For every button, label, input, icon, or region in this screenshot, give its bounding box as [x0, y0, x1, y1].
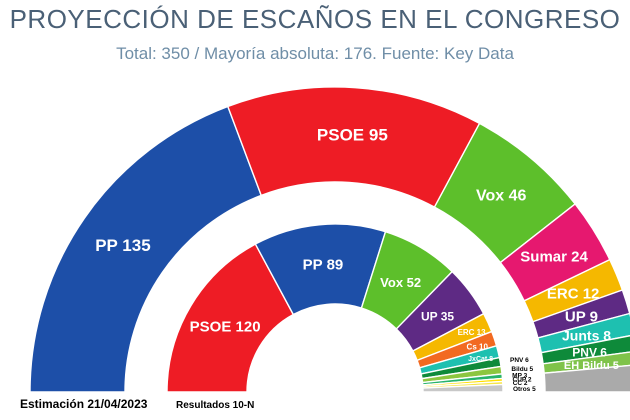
chart-subtitle: Total: 350 / Mayoría absoluta: 176. Fuen…: [116, 44, 514, 63]
estimacion-label-pp: PP 135: [95, 236, 150, 255]
estimacion-label-eh-bildu: EH Bildu 5: [564, 360, 619, 372]
resultados-label-jxcat: JxCat 8: [468, 356, 493, 363]
estimacion-slice-psoe: [226, 86, 481, 209]
estimacion-label-erc: ERC 12: [547, 286, 600, 303]
estimacion-label-sumar: Sumar 24: [520, 249, 588, 266]
estimacion-label-up: UP 9: [565, 309, 598, 326]
resultados-slice-otros: [422, 383, 504, 393]
resultados-label-psoe: PSOE 120: [190, 318, 261, 335]
caption-resultados: Resultados 10-N: [176, 400, 254, 411]
estimacion-label-vox: Vox 46: [476, 188, 527, 205]
segment-labels: PP 135 PSOE 95 Vox 46 Sumar 24 ERC 12 UP 9 Jun…: [95, 126, 619, 393]
resultados-label-cs: Cs 10: [467, 342, 489, 351]
resultados-label-up: UP 35: [421, 309, 454, 323]
inner-ring-resultados: [166, 223, 504, 393]
resultados-label-otros: Otros 5: [513, 386, 536, 393]
caption-estimacion: Estimación 21/04/2023: [20, 397, 148, 411]
outer-ring-estimacion: [29, 86, 630, 393]
resultados-label-pnv: PNV 6: [510, 357, 529, 364]
estimacion-label-junts: Junts 8: [562, 328, 611, 344]
estimacion-slice-otros: [543, 364, 630, 393]
resultados-label-mp: MP 3: [512, 372, 527, 379]
resultados-label-erc: ERC 13: [458, 328, 487, 337]
resultados-label-pp: PP 89: [303, 257, 344, 274]
estimacion-label-pnv: PNV 6: [572, 345, 607, 359]
resultados-label-bildu: Bildu 5: [511, 366, 533, 373]
resultados-label-cc: CC 2: [513, 380, 528, 387]
estimacion-label-psoe: PSOE 95: [317, 126, 388, 145]
resultados-label-cup: CUP 2: [513, 377, 532, 384]
chart-title: PROYECCIÓN DE ESCAÑOS EN EL CONGRESO: [9, 4, 621, 34]
captions: Estimación 21/04/2023 Resultados 10-N: [20, 397, 254, 411]
resultados-label-vox: Vox 52: [380, 275, 421, 290]
